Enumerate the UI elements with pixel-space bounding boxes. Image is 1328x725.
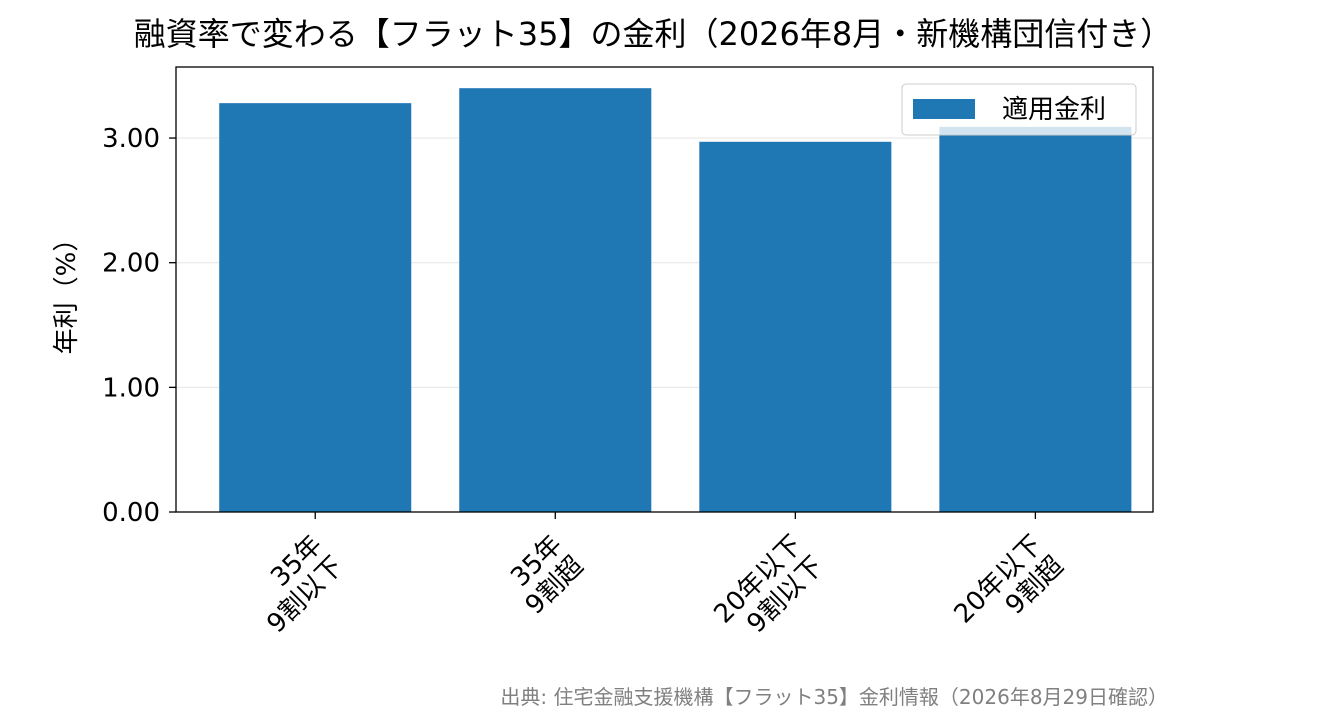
legend-label: 適用金利 [1002, 95, 1106, 125]
x-tick-label: 20年以下9割以下 [709, 530, 830, 651]
bar [219, 103, 412, 512]
source-note: 出典: 住宅金融支援機構【フラット35】金利情報（2026年8月29日確認） [500, 685, 1168, 709]
legend: 適用金利 [901, 83, 1137, 136]
bar [939, 126, 1132, 512]
y-axis-label: 年利（%） [52, 226, 82, 355]
legend-swatch [913, 99, 975, 119]
y-tick-label: 0.00 [102, 498, 160, 528]
legend-box [901, 83, 1137, 136]
bar [459, 88, 652, 512]
y-tick-label: 2.00 [102, 249, 160, 279]
plot-frame [175, 66, 1154, 513]
bars [219, 88, 1132, 512]
x-axis: 35年9割以下 35年9割超 20年以下9割以下 20年以下9割超 [240, 512, 1070, 651]
y-tick-label: 3.00 [102, 124, 160, 154]
chart-title: 融資率で変わる【フラット35】の金利（2026年8月・新機構団信付き） [134, 15, 1173, 53]
y-axis: 0.00 1.00 2.00 3.00 [102, 124, 176, 528]
x-tick-label: 35年9割以下 [240, 530, 349, 639]
y-tick-label: 1.00 [102, 373, 160, 403]
bar [699, 141, 892, 512]
x-tick-label: 35年9割超 [499, 530, 590, 621]
x-tick-label: 20年以下9割超 [949, 530, 1070, 651]
